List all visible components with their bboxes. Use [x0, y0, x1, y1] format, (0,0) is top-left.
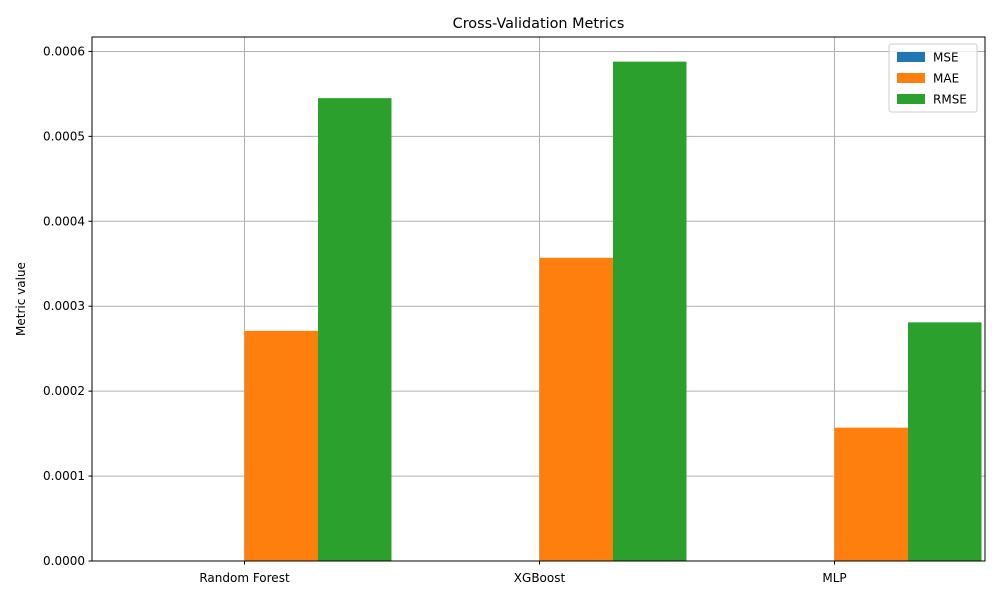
- y-tick-label: 0.0002: [43, 384, 85, 398]
- y-tick-label: 0.0003: [43, 299, 85, 313]
- y-tick-label: 0.0000: [43, 554, 85, 568]
- x-tick-label: XGBoost: [514, 571, 566, 585]
- bar-mae: [834, 427, 908, 561]
- y-axis-title: Metric value: [14, 262, 28, 336]
- y-tick-label: 0.0006: [43, 44, 85, 58]
- legend: MSE MAE RMSE: [888, 43, 978, 113]
- y-tick-label: 0.0005: [43, 129, 85, 143]
- legend-label: MSE: [933, 51, 959, 65]
- bars: [171, 61, 982, 562]
- legend-swatch: [897, 94, 925, 104]
- x-axis-ticks: Random Forest XGBoost MLP: [199, 561, 847, 585]
- legend-label: MAE: [933, 72, 959, 86]
- x-tick-label: Random Forest: [199, 571, 290, 585]
- legend-swatch: [897, 52, 925, 62]
- bar-mae: [244, 330, 318, 561]
- bar-rmse: [908, 322, 982, 561]
- chart-title: Cross-Validation Metrics: [453, 16, 625, 32]
- plot-frame: [91, 36, 986, 562]
- bar-rmse: [318, 98, 392, 561]
- legend-label: RMSE: [933, 93, 967, 107]
- bar-mae: [539, 257, 613, 561]
- x-tick-label: MLP: [822, 571, 846, 585]
- y-tick-label: 0.0001: [43, 469, 85, 483]
- y-tick-label: 0.0004: [43, 214, 85, 228]
- bar-rmse: [613, 61, 687, 562]
- legend-swatch: [897, 73, 925, 83]
- y-axis-ticks: 0.0000 0.0001 0.0002 0.0003 0.0004 0.0005 0.00…: [43, 44, 92, 568]
